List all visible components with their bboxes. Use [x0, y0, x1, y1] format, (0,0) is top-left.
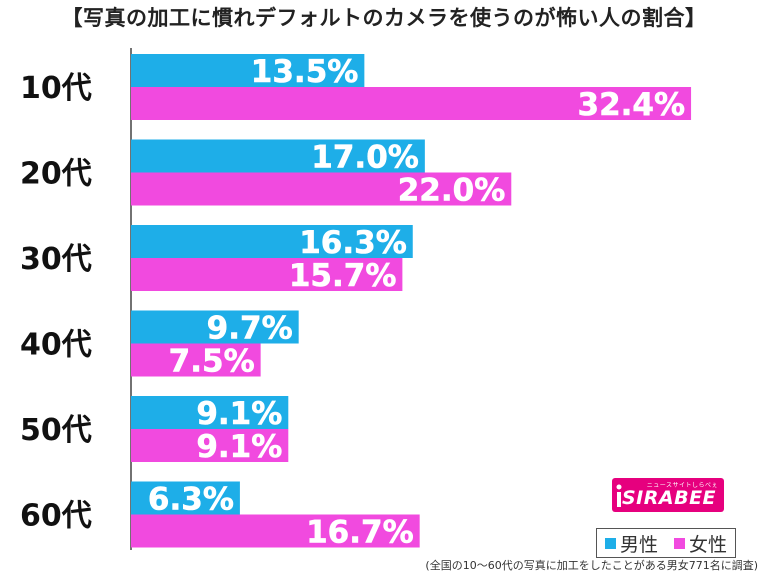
bar-male-twenties [131, 139, 425, 173]
bar-label-female-twenties: 22.0% [398, 173, 506, 209]
legend-item-female: 女性 [673, 530, 727, 557]
bar-label-male-sixties: 6.3% [148, 482, 234, 518]
legend-label-male: 男性 [619, 533, 658, 556]
category-label-teens: 10代 [20, 71, 92, 106]
bar-label-female-teens: 32.4% [578, 87, 686, 123]
legend-item-male: 男性 [604, 530, 658, 557]
bar-label-male-fifties: 9.1% [196, 396, 282, 432]
sirabee-logo: ニュースサイトしらべぇ SIRABEE [612, 478, 724, 512]
bar-female-fifties [131, 429, 289, 462]
bar-label-male-teens: 13.5% [251, 54, 359, 90]
bar-label-male-forties: 9.7% [207, 311, 293, 347]
category-label-twenties: 20代 [20, 157, 92, 192]
survey-note: (全国の10〜60代の写真に加工をしたことがある男女771名に調査) [425, 559, 758, 572]
bar-male-teens [131, 54, 365, 87]
bar-label-female-fifties: 9.1% [196, 429, 282, 465]
legend-label-female: 女性 [688, 533, 727, 556]
bar-female-teens [131, 87, 692, 120]
chart-title: 【写真の加工に慣れデフォルトのカメラを使うのが怖い人の割合】 [61, 6, 707, 30]
bar-label-male-thirties: 16.3% [299, 225, 407, 261]
legend-swatch-female [673, 537, 685, 549]
logo-text: SIRABEE [622, 487, 717, 509]
category-label-fifties: 50代 [20, 413, 92, 448]
bar-label-female-forties: 7.5% [169, 344, 255, 380]
bar-female-forties [131, 343, 261, 377]
bar-male-forties [131, 310, 299, 344]
bar-male-thirties [131, 225, 413, 258]
bar-label-male-twenties: 17.0% [311, 140, 419, 176]
bar-female-twenties [131, 172, 512, 206]
bar-male-sixties [131, 481, 240, 515]
category-label-forties: 40代 [20, 328, 92, 363]
legend: 男性 女性 [596, 528, 736, 558]
bar-label-female-sixties: 16.7% [306, 515, 414, 551]
bars-group: 10代 13.5% 32.4% 20代 17.0%22.0% 30代 16.3%15.7% 4… [20, 54, 692, 551]
logo-mark-icon [616, 484, 622, 507]
logo-sub-text: ニュースサイトしらべぇ [646, 482, 718, 489]
bar-female-thirties [131, 258, 403, 291]
legend-swatch-male [604, 537, 616, 549]
bar-male-fifties [131, 396, 289, 429]
bar-female-sixties [131, 514, 420, 548]
bar-label-female-thirties: 15.7% [289, 258, 397, 294]
category-label-sixties: 60代 [20, 499, 92, 534]
category-label-thirties: 30代 [20, 242, 92, 277]
